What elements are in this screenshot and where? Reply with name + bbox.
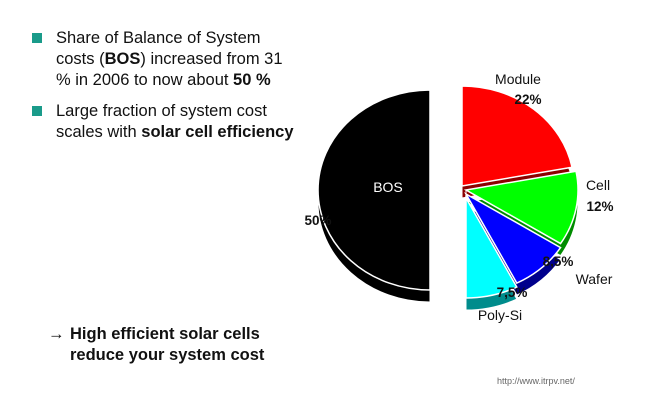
pie-label-cell: Cell: [586, 177, 610, 193]
pie-slice-bos: [317, 89, 431, 291]
conclusion-line-1: High efficient solar cells: [70, 325, 260, 343]
pie-slice-wafer: [463, 192, 562, 285]
conclusion: → High efficient solar cells reduce your …: [48, 324, 264, 366]
pie-label-wafer: Wafer: [576, 271, 613, 287]
pie-label-polysi: Poly-Si: [478, 307, 522, 323]
pie-label-bos: BOS: [373, 179, 403, 195]
pie-value-wafer: 8,5%: [543, 254, 574, 269]
bullet-text: Share of Balance of System costs (BOS) i…: [56, 29, 283, 89]
bullet-list: Share of Balance of System costs (BOS) i…: [30, 28, 300, 153]
pie-slice-polysi: [465, 195, 518, 299]
pie-slice-module: [461, 85, 573, 187]
bullet-bos-share: Share of Balance of System costs (BOS) i…: [30, 28, 300, 91]
arrow-right-icon: →: [48, 325, 65, 343]
bullet-square-icon: [32, 106, 42, 116]
pie-value-bos: 50%: [304, 213, 331, 228]
pie-label-module: Module: [495, 71, 541, 87]
pie-slices: [317, 85, 579, 311]
pie-value-polysi: 7,5%: [497, 285, 528, 300]
bullet-text: Large fraction of system cost scales wit…: [56, 102, 294, 141]
pie-slice-cell: [463, 170, 579, 245]
conclusion-line-2: reduce your system cost: [70, 346, 265, 364]
bullet-efficiency: Large fraction of system cost scales wit…: [30, 101, 300, 143]
source-url: http://www.itrpv.net/: [497, 376, 575, 386]
pie-value-cell: 12%: [586, 199, 613, 214]
bullet-square-icon: [32, 33, 42, 43]
pie-value-module: 22%: [514, 92, 541, 107]
